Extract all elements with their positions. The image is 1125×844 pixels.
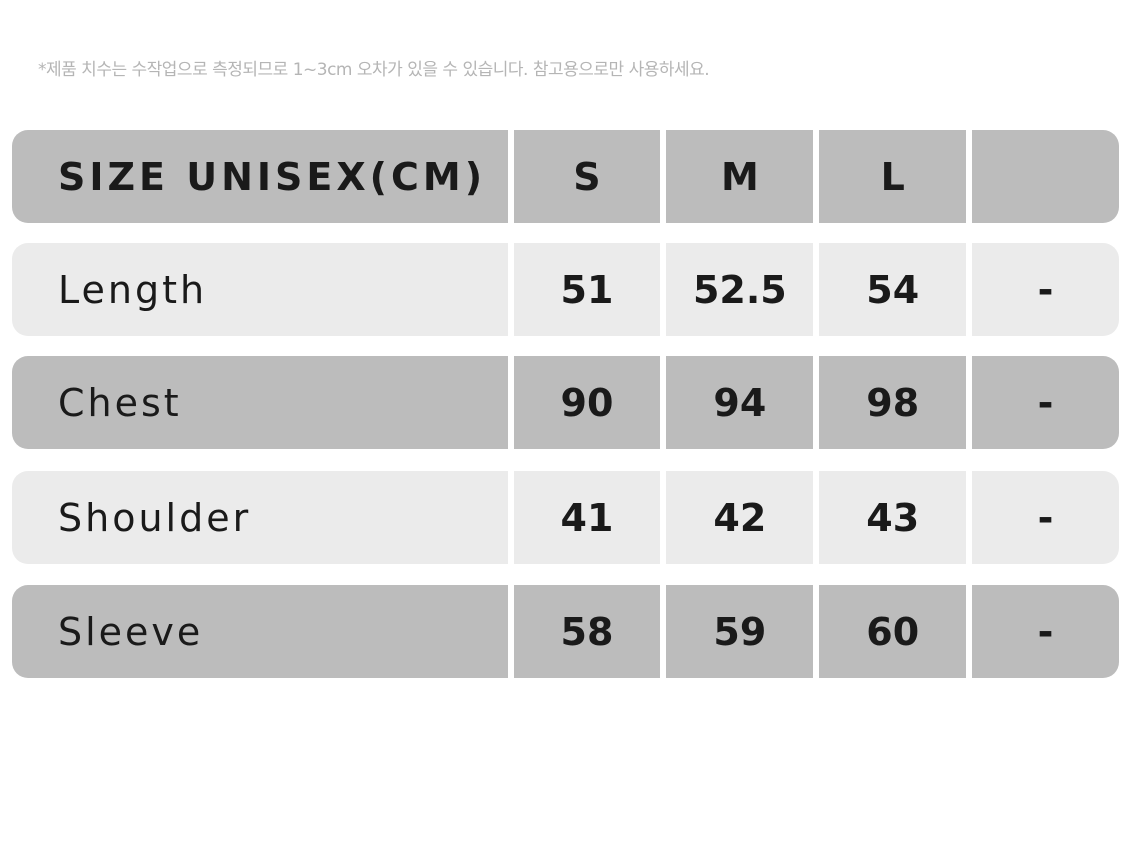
header-size-blank bbox=[972, 130, 1119, 223]
value-m: 52.5 bbox=[666, 243, 814, 336]
header-size-l: L bbox=[819, 130, 967, 223]
value-m: 42 bbox=[666, 471, 814, 564]
value-l: 43 bbox=[819, 471, 967, 564]
size-table-header: SIZE UNISEX(CM) S M L bbox=[12, 130, 1119, 223]
table-row-length: Length 51 52.5 54 - bbox=[12, 243, 1119, 336]
header-size-m: M bbox=[666, 130, 814, 223]
row-label: Chest bbox=[12, 356, 508, 449]
value-s: 58 bbox=[513, 585, 661, 678]
value-s: 90 bbox=[513, 356, 661, 449]
table-row-chest: Chest 90 94 98 - bbox=[12, 356, 1119, 449]
value-extra: - bbox=[972, 585, 1119, 678]
row-label: Shoulder bbox=[12, 471, 508, 564]
value-m: 59 bbox=[666, 585, 814, 678]
value-m: 94 bbox=[666, 356, 814, 449]
row-label: Sleeve bbox=[12, 585, 508, 678]
value-extra: - bbox=[972, 471, 1119, 564]
table-row-shoulder: Shoulder 41 42 43 - bbox=[12, 471, 1119, 564]
header-label: SIZE UNISEX(CM) bbox=[12, 130, 508, 223]
value-l: 60 bbox=[819, 585, 967, 678]
header-size-s: S bbox=[513, 130, 661, 223]
value-s: 51 bbox=[513, 243, 661, 336]
value-s: 41 bbox=[513, 471, 661, 564]
row-label: Length bbox=[12, 243, 508, 336]
value-l: 98 bbox=[819, 356, 967, 449]
measurement-note: *제품 치수는 수작업으로 측정되므로 1~3cm 오차가 있을 수 있습니다.… bbox=[38, 60, 710, 80]
value-extra: - bbox=[972, 356, 1119, 449]
value-l: 54 bbox=[819, 243, 967, 336]
value-extra: - bbox=[972, 243, 1119, 336]
table-row-sleeve: Sleeve 58 59 60 - bbox=[12, 585, 1119, 678]
